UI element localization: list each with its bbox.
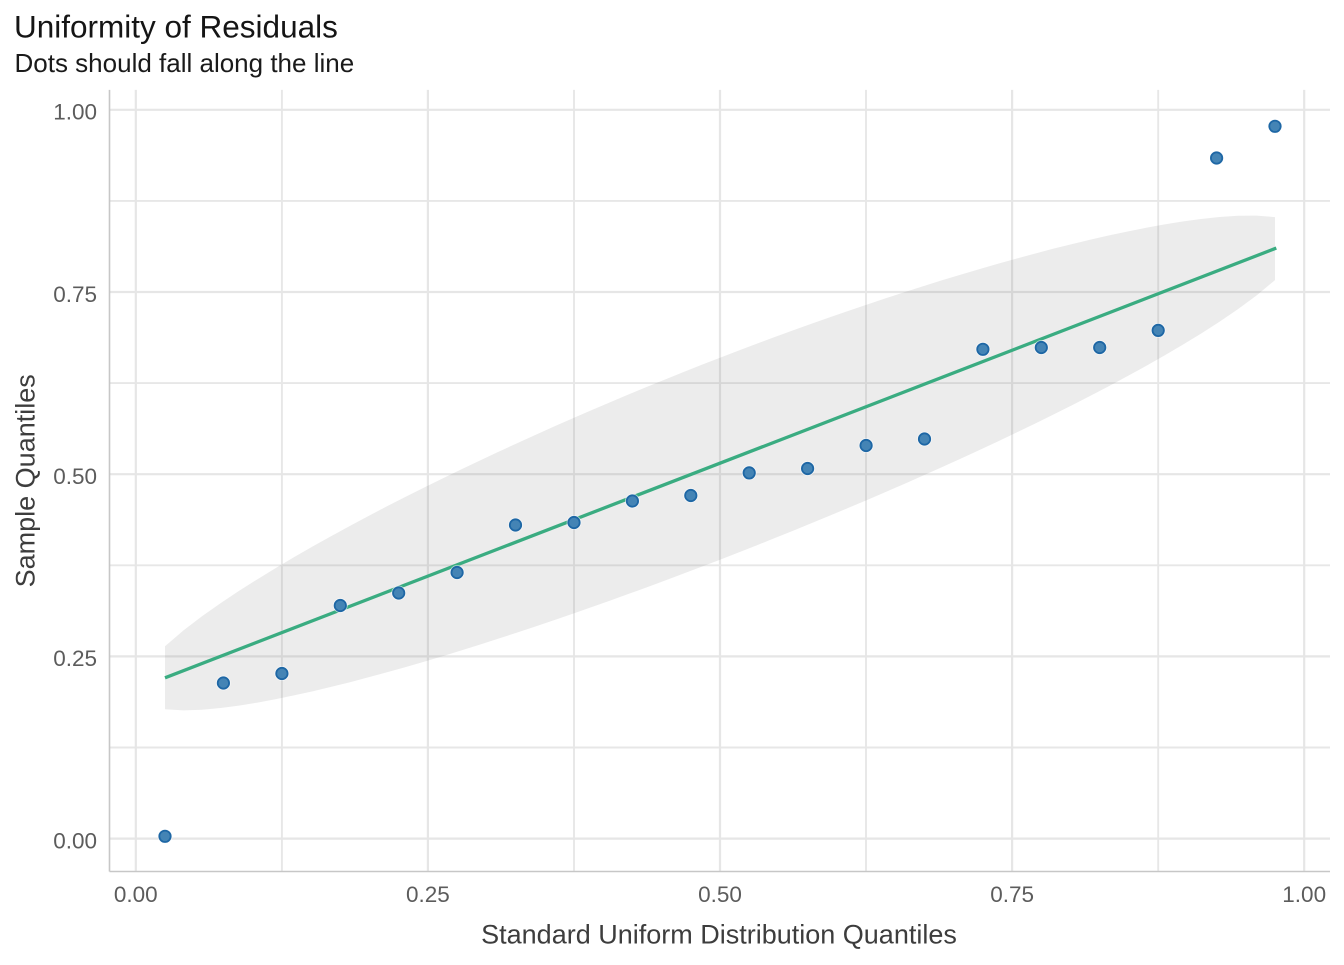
svg-text:0.75: 0.75 bbox=[53, 282, 97, 307]
svg-text:Dots should fall along the lin: Dots should fall along the line bbox=[15, 48, 355, 78]
svg-text:1.00: 1.00 bbox=[53, 100, 97, 125]
svg-text:0.25: 0.25 bbox=[53, 646, 97, 671]
svg-text:0.00: 0.00 bbox=[53, 828, 97, 853]
svg-text:0.75: 0.75 bbox=[990, 882, 1034, 907]
svg-text:Standard Uniform Distribution: Standard Uniform Distribution Quantiles bbox=[481, 920, 957, 950]
svg-text:0.50: 0.50 bbox=[698, 882, 742, 907]
svg-text:0.25: 0.25 bbox=[406, 882, 450, 907]
svg-text:0.00: 0.00 bbox=[114, 882, 158, 907]
svg-text:Uniformity of Residuals: Uniformity of Residuals bbox=[14, 9, 338, 45]
svg-text:1.00: 1.00 bbox=[1282, 882, 1326, 907]
svg-text:0.50: 0.50 bbox=[53, 464, 97, 489]
svg-text:Sample Quantiles: Sample Quantiles bbox=[11, 374, 41, 587]
